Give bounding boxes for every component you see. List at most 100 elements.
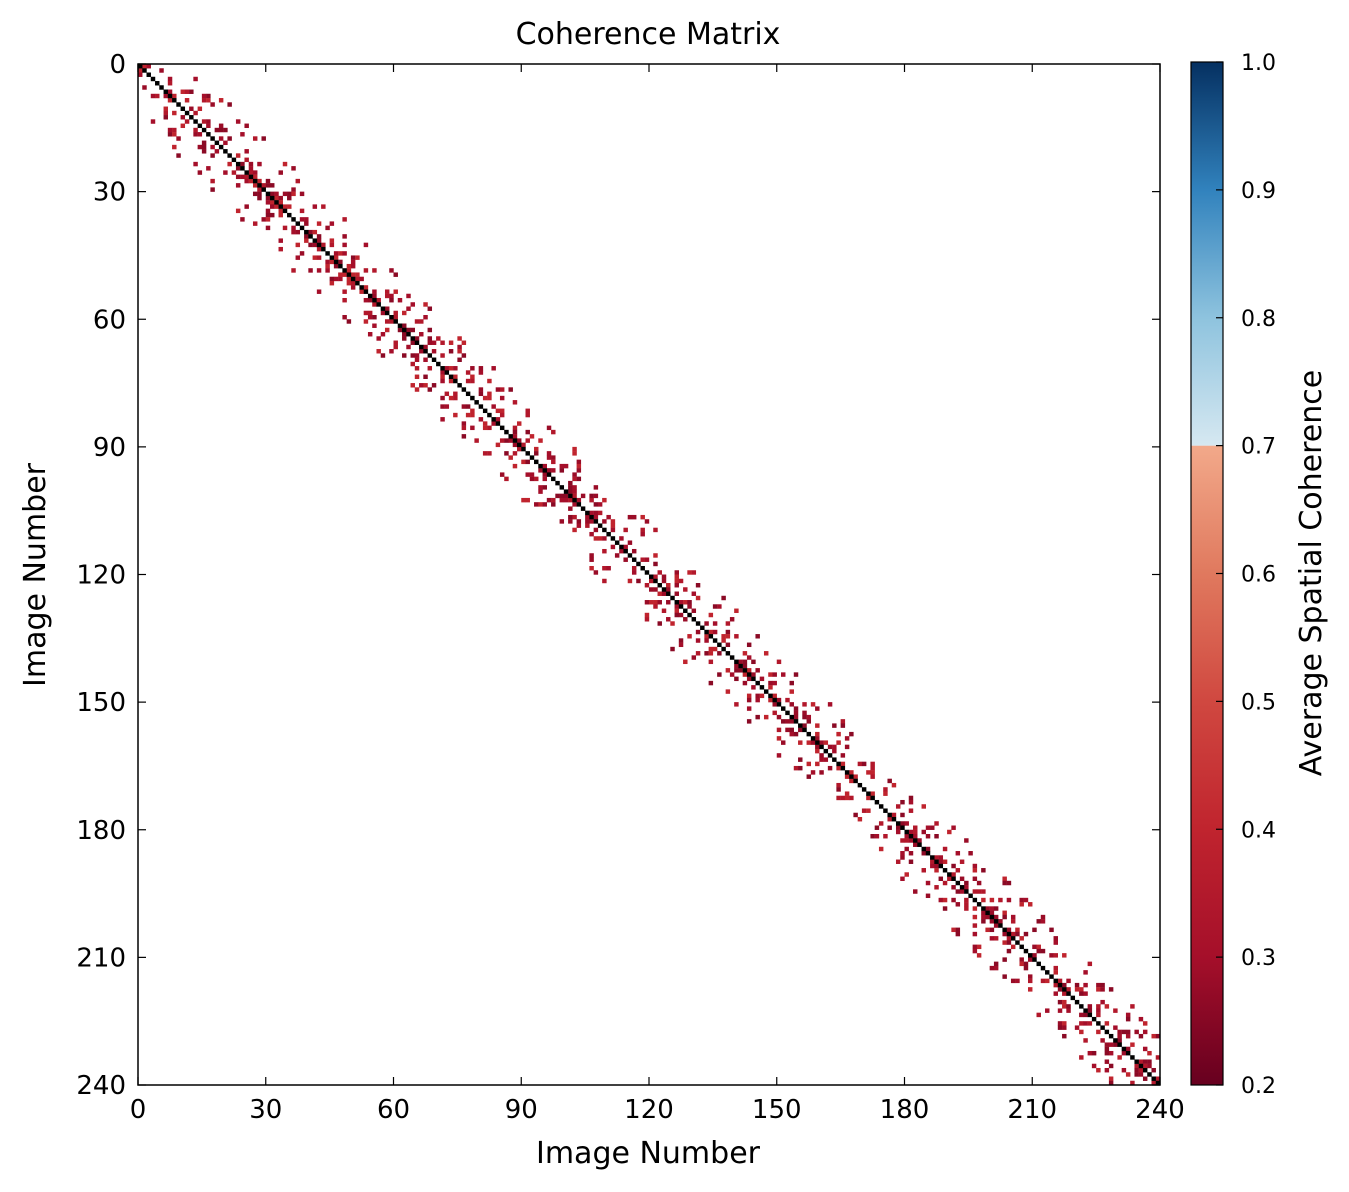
- heatmap-diagonal-cell: [870, 795, 875, 801]
- heatmap-cell: [776, 736, 782, 741]
- heatmap-cell: [938, 855, 944, 860]
- heatmap-diagonal-cell: [781, 706, 786, 711]
- heatmap-cell: [316, 255, 322, 260]
- heatmap-cell: [419, 383, 424, 388]
- heatmap-cell: [1083, 970, 1088, 975]
- heatmap-cell: [295, 242, 301, 248]
- heatmap-cell: [789, 702, 794, 707]
- heatmap-diagonal-cell: [1053, 978, 1058, 984]
- heatmap-cell: [887, 778, 892, 784]
- heatmap-cell: [427, 340, 433, 345]
- heatmap-diagonal-cell: [849, 774, 854, 779]
- heatmap-cell: [542, 502, 547, 507]
- heatmap-cell: [563, 493, 569, 499]
- heatmap-cell: [167, 132, 173, 137]
- heatmap-cell: [853, 812, 858, 818]
- heatmap-cell: [559, 519, 565, 524]
- heatmap-cell: [1134, 1063, 1139, 1069]
- heatmap-cell: [631, 565, 637, 571]
- heatmap-cell: [440, 370, 445, 375]
- heatmap-cell: [742, 651, 748, 656]
- heatmap-diagonal-cell: [516, 442, 522, 448]
- heatmap-cell: [265, 178, 271, 184]
- heatmap-diagonal-cell: [414, 340, 420, 345]
- heatmap-cell: [342, 217, 347, 222]
- heatmap-cell: [878, 821, 884, 826]
- heatmap-diagonal-cell: [555, 480, 560, 486]
- heatmap-diagonal-cell: [572, 497, 577, 503]
- heatmap-diagonal-cell: [951, 876, 956, 881]
- colorbar-tick-label: 0.9: [1241, 179, 1276, 204]
- heatmap-cell: [278, 238, 283, 243]
- heatmap-cell: [708, 612, 714, 618]
- heatmap-cell: [1045, 978, 1050, 984]
- heatmap-cell: [308, 268, 313, 273]
- heatmap-cell: [989, 906, 995, 911]
- heatmap-cell: [606, 514, 611, 520]
- heatmap-cell: [793, 731, 799, 737]
- heatmap-cell: [393, 289, 398, 294]
- heatmap-diagonal-cell: [559, 485, 565, 490]
- heatmap-diagonal-cell: [350, 276, 356, 282]
- heatmap-cell: [423, 357, 428, 362]
- heatmap-cell: [367, 310, 373, 316]
- heatmap-cell: [474, 438, 479, 443]
- heatmap-cell: [657, 591, 662, 596]
- heatmap-cell: [410, 353, 415, 358]
- heatmap-cell: [163, 106, 169, 111]
- heatmap-diagonal-cell: [585, 510, 590, 516]
- heatmap-diagonal-cell: [597, 523, 603, 528]
- heatmap-cell: [235, 153, 241, 158]
- heatmap-cell: [1142, 1076, 1148, 1081]
- heatmap-cell: [499, 438, 505, 443]
- heatmap-cell: [568, 506, 573, 511]
- heatmap-cell: [610, 527, 616, 533]
- heatmap-cell: [1155, 1033, 1161, 1039]
- heatmap-diagonal-cell: [274, 200, 279, 205]
- heatmap-cell: [193, 161, 198, 167]
- heatmap-diagonal-cell: [172, 98, 177, 103]
- heatmap-cell: [1053, 991, 1058, 996]
- heatmap-cell: [410, 340, 415, 345]
- heatmap-diagonal-cell: [231, 157, 237, 163]
- heatmap-cell: [223, 140, 228, 146]
- heatmap-diagonal-cell: [759, 685, 765, 690]
- heatmap-cell: [623, 527, 628, 533]
- heatmap-diagonal-cell: [504, 429, 509, 435]
- heatmap-cell: [674, 604, 680, 609]
- heatmap-cell: [163, 93, 169, 99]
- x-tick-label: 120: [624, 1095, 674, 1125]
- heatmap-diagonal-cell: [606, 531, 611, 537]
- heatmap-diagonal-cell: [427, 353, 433, 358]
- heatmap-cell: [338, 259, 343, 265]
- heatmap-diagonal-cell: [878, 804, 884, 809]
- heatmap-cell: [270, 183, 275, 188]
- heatmap-cell: [619, 548, 624, 554]
- heatmap-cell: [653, 604, 658, 609]
- heatmap-cell: [427, 366, 433, 371]
- heatmap-cell: [661, 608, 667, 613]
- heatmap-cell: [393, 340, 398, 345]
- heatmap-cell: [363, 285, 369, 290]
- heatmap-diagonal-cell: [644, 570, 650, 575]
- heatmap-cell: [657, 600, 662, 605]
- heatmap-cell: [930, 859, 935, 864]
- heatmap-diagonal-cell: [257, 183, 262, 188]
- heatmap-cell: [691, 591, 697, 596]
- heatmap-diagonal-cell: [657, 583, 662, 588]
- heatmap-cell: [508, 455, 513, 460]
- heatmap-cell: [644, 557, 650, 562]
- heatmap-cell: [274, 204, 279, 209]
- heatmap-cell: [866, 795, 871, 801]
- heatmap-cell: [964, 880, 969, 886]
- heatmap-diagonal-cell: [1019, 944, 1024, 950]
- heatmap-cell: [512, 442, 518, 448]
- heatmap-cell: [738, 668, 743, 673]
- heatmap-cell: [904, 821, 909, 826]
- heatmap-diagonal-cell: [746, 672, 752, 677]
- heatmap-cell: [836, 740, 841, 745]
- heatmap-cell: [981, 919, 986, 924]
- heatmap-cell: [1002, 914, 1007, 920]
- heatmap-cell: [1125, 1046, 1131, 1052]
- heatmap-diagonal-cell: [491, 417, 496, 422]
